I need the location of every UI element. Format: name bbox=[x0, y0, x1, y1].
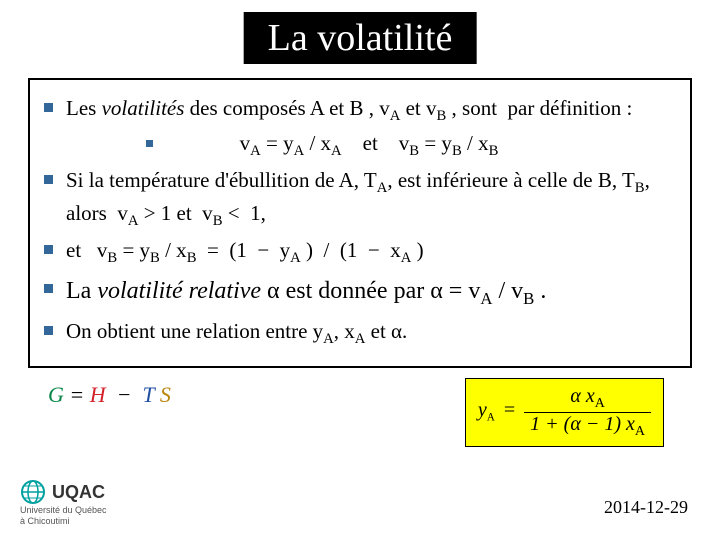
slide-title: La volatilité bbox=[268, 17, 453, 59]
content-box: Les volatilités des composés A et B , vA… bbox=[28, 78, 692, 368]
slide-date: 2014-12-29 bbox=[604, 497, 688, 518]
logo-name: UQAC bbox=[52, 482, 105, 503]
bullet-5: On obtient une relation entre yA, xA et … bbox=[66, 317, 672, 350]
thermo-equation: G = H − T S bbox=[48, 382, 171, 408]
logo-subtitle-2: à Chicoutimi bbox=[20, 516, 107, 526]
bullet-1: Les volatilités des composés A et B , vA… bbox=[66, 94, 672, 127]
bullet-3: et vB = yB / xB = (1 − yA ) / (1 − xA ) bbox=[66, 236, 672, 269]
highlight-formula: yA = α xA 1 + (α − 1) xA bbox=[465, 378, 664, 447]
slide-title-bar: La volatilité bbox=[244, 12, 477, 64]
bullet-1-formula: vA = yA / xA et vB = yB / xB bbox=[66, 131, 672, 160]
globe-icon bbox=[20, 479, 46, 505]
logo-subtitle-1: Université du Québec bbox=[20, 505, 107, 515]
bullet-2: Si la température d'ébullition de A, TA,… bbox=[66, 166, 672, 232]
bullet-4: La volatilité relative α est donnée par … bbox=[66, 275, 672, 310]
uqac-logo: UQAC Université du Québec à Chicoutimi bbox=[20, 479, 107, 526]
